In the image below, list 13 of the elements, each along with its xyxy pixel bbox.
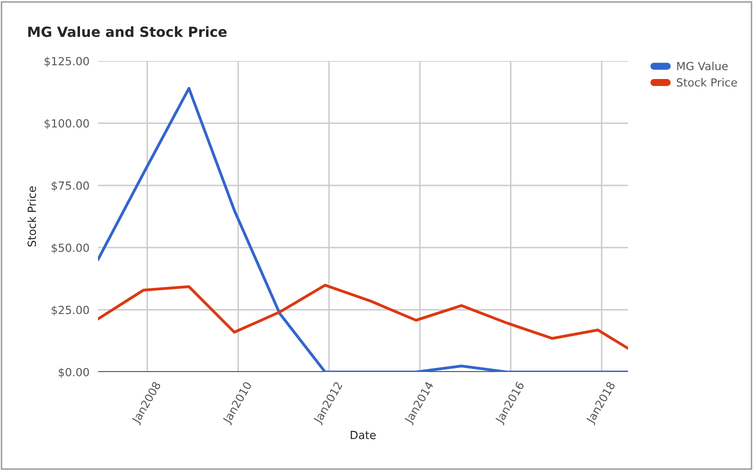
legend-label: MG Value <box>677 62 728 70</box>
y-tick-label: $125.00 <box>44 56 89 67</box>
y-tick-label: $50.00 <box>52 243 89 254</box>
line-series <box>98 284 628 350</box>
chart-title: MG Value and Stock Price <box>28 26 227 38</box>
x-axis-title: Date <box>350 430 376 440</box>
legend-label: Stock Price <box>676 78 737 87</box>
line-series <box>98 86 628 372</box>
y-tick-label: $75.00 <box>52 181 89 192</box>
y-axis-title: Stock Price <box>27 186 36 246</box>
y-tick-label: $0.00 <box>58 368 89 378</box>
y-tick-label: $25.00 <box>52 306 89 316</box>
y-tick-label: $100.00 <box>44 118 89 130</box>
